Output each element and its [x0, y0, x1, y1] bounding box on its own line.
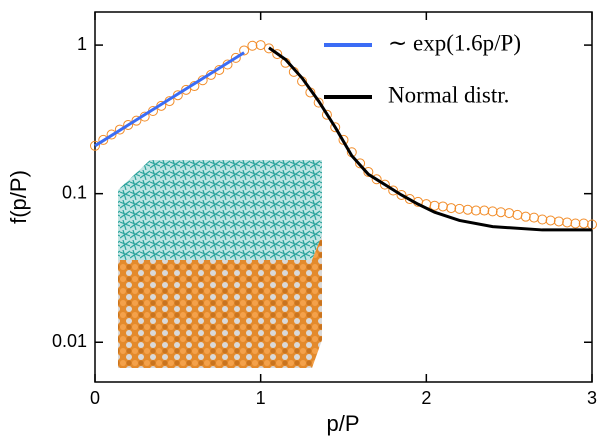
plot-frame	[94, 11, 593, 383]
data-point	[321, 109, 332, 120]
legend-label: ∼ exp(1.6p/P)	[388, 30, 521, 55]
data-point	[462, 204, 473, 215]
data-point	[263, 43, 274, 54]
data-point	[495, 207, 506, 218]
data-point	[230, 52, 241, 63]
data-point	[255, 40, 266, 51]
data-point	[553, 216, 564, 227]
data-point	[562, 217, 573, 228]
x-tick-label: 3	[587, 388, 597, 408]
data-point	[512, 209, 523, 220]
y-tick-label: 0.01	[52, 331, 87, 351]
data-point	[131, 115, 142, 126]
data-point	[437, 201, 448, 212]
data-point	[429, 200, 440, 211]
data-line	[268, 46, 592, 232]
data-point	[520, 211, 531, 222]
data-point	[239, 45, 250, 56]
data-point	[355, 158, 366, 169]
data-point	[90, 140, 100, 151]
data-point	[545, 215, 556, 226]
data-point	[371, 174, 382, 185]
data-point	[570, 218, 581, 229]
data-point	[471, 205, 482, 216]
data-point	[114, 124, 125, 135]
data-point	[106, 129, 117, 140]
data-point	[578, 218, 589, 229]
x-tick-label: 2	[421, 388, 431, 408]
data-point	[479, 205, 490, 216]
data-point	[98, 134, 109, 145]
data-line	[94, 51, 245, 148]
y-tick-label: 0.1	[62, 182, 87, 202]
data-point	[396, 189, 407, 200]
data-point	[388, 185, 399, 196]
data-point	[529, 212, 540, 223]
data-point	[454, 203, 465, 214]
data-point	[504, 208, 515, 219]
data-point	[181, 84, 192, 95]
data-point	[247, 40, 258, 51]
data-point	[123, 119, 134, 130]
x-tick-label: 0	[90, 388, 100, 408]
data-point	[313, 97, 324, 108]
data-point	[272, 49, 283, 60]
data-point	[330, 122, 341, 133]
y-axis-label: f(p/P)	[6, 170, 31, 224]
data-point	[446, 203, 457, 214]
legend-label: Normal distr.	[388, 82, 509, 107]
x-axis-label: p/P	[326, 411, 359, 436]
data-point	[379, 179, 390, 190]
data-point	[537, 214, 548, 225]
y-tick-label: 1	[77, 34, 87, 54]
data-point	[487, 206, 498, 217]
x-tick-label: 1	[256, 388, 266, 408]
data-point	[363, 166, 374, 177]
inset-image	[118, 160, 322, 368]
